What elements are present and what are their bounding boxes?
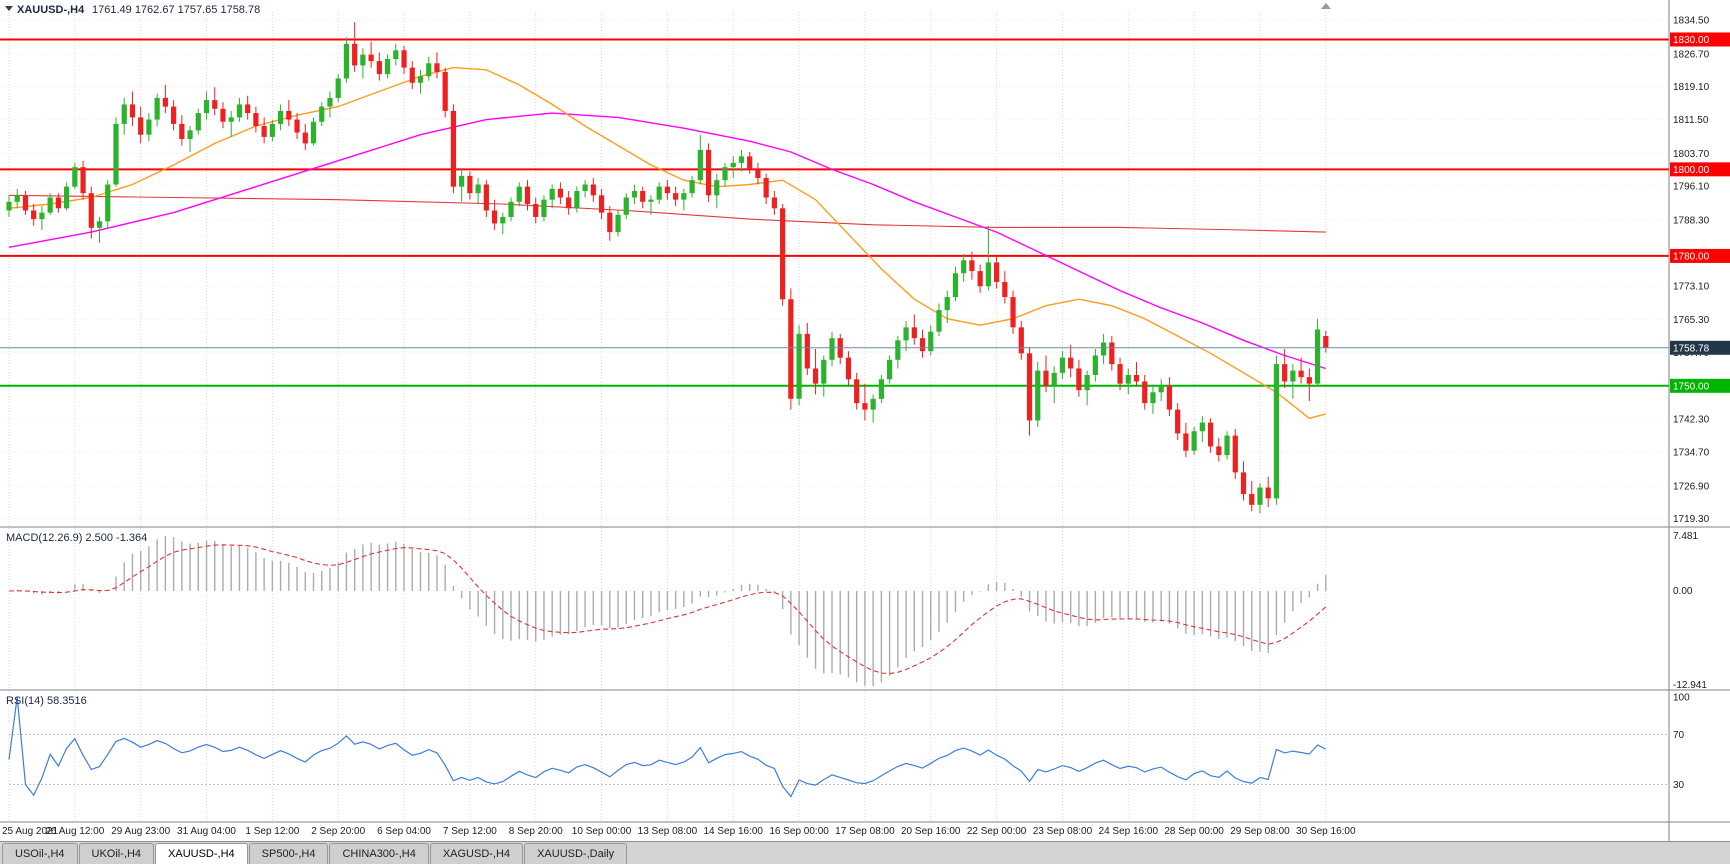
svg-text:6 Sep 04:00: 6 Sep 04:00 xyxy=(377,826,431,837)
svg-text:1719.30: 1719.30 xyxy=(1673,514,1710,525)
symbol-tab-bar: USOil-,H4 UKOil-,H4 XAUUSD-,H4 SP500-,H4 CHI… xyxy=(0,841,1730,864)
svg-text:1803.70: 1803.70 xyxy=(1673,149,1710,160)
symbol-tab-ukoil-h4[interactable]: UKOil-,H4 xyxy=(78,843,155,864)
svg-text:70: 70 xyxy=(1673,730,1685,741)
macd-indicator-panel[interactable] xyxy=(8,536,1327,687)
svg-text:1726.90: 1726.90 xyxy=(1673,481,1710,492)
svg-text:1780.00: 1780.00 xyxy=(1673,251,1710,262)
svg-text:24 Sep 16:00: 24 Sep 16:00 xyxy=(1099,826,1159,837)
symbol-tab-xauusd-h4[interactable]: XAUUSD-,H4 xyxy=(155,843,248,864)
svg-text:8 Sep 20:00: 8 Sep 20:00 xyxy=(509,826,563,837)
ma-slow-red xyxy=(8,194,1326,233)
svg-text:1819.10: 1819.10 xyxy=(1673,82,1710,93)
price-axis[interactable]: 1834.50 1826.70 1819.10 1811.50 1803.70 1796.… xyxy=(1670,16,1730,792)
rsi-indicator-panel[interactable] xyxy=(8,696,1669,798)
svg-text:7.481: 7.481 xyxy=(1673,531,1698,542)
svg-text:29 Aug 23:00: 29 Aug 23:00 xyxy=(111,826,170,837)
chart-ohlc-values: 1761.49 1762.67 1757.65 1758.78 xyxy=(92,4,260,16)
symbol-tab-sp500-h4[interactable]: SP500-,H4 xyxy=(248,843,329,864)
grid-lines xyxy=(0,12,1669,822)
svg-text:20 Sep 16:00: 20 Sep 16:00 xyxy=(901,826,961,837)
svg-text:26 Aug 12:00: 26 Aug 12:00 xyxy=(45,826,104,837)
svg-text:0.00: 0.00 xyxy=(1673,586,1693,597)
ma-medium-magenta xyxy=(8,112,1327,370)
svg-text:10 Sep 00:00: 10 Sep 00:00 xyxy=(572,826,632,837)
moving-average-lines xyxy=(8,66,1327,420)
svg-text:1758.78: 1758.78 xyxy=(1673,343,1710,354)
svg-text:13 Sep 08:00: 13 Sep 08:00 xyxy=(638,826,698,837)
candlestick-series xyxy=(6,22,1329,514)
svg-text:1 Sep 12:00: 1 Sep 12:00 xyxy=(245,826,299,837)
svg-text:1834.50: 1834.50 xyxy=(1673,16,1710,27)
svg-text:25 Aug 2021: 25 Aug 2021 xyxy=(2,826,59,837)
collapse-chart-icon[interactable] xyxy=(5,6,13,11)
rsi-indicator-label: RSI(14) 58.3516 xyxy=(6,695,87,707)
symbol-tab-xauusd-daily[interactable]: XAUUSD-,Daily xyxy=(524,843,628,864)
svg-text:1811.50: 1811.50 xyxy=(1673,115,1709,126)
svg-text:1750.00: 1750.00 xyxy=(1673,381,1710,392)
svg-text:1734.70: 1734.70 xyxy=(1673,448,1710,459)
svg-text:-12.941: -12.941 xyxy=(1673,680,1707,691)
svg-text:2 Sep 20:00: 2 Sep 20:00 xyxy=(311,826,365,837)
svg-text:1788.30: 1788.30 xyxy=(1673,215,1710,226)
svg-text:31 Aug 04:00: 31 Aug 04:00 xyxy=(177,826,236,837)
svg-text:1796.10: 1796.10 xyxy=(1673,182,1710,193)
svg-text:1826.70: 1826.70 xyxy=(1673,49,1710,60)
chart-symbol-label: XAUUSD-,H4 xyxy=(17,4,85,16)
svg-text:16 Sep 00:00: 16 Sep 00:00 xyxy=(769,826,829,837)
panel-dividers[interactable] xyxy=(0,0,1730,841)
svg-text:1800.00: 1800.00 xyxy=(1673,165,1710,176)
symbol-tab-china300-h4[interactable]: CHINA300-,H4 xyxy=(329,843,429,864)
chart-area[interactable]: 1834.50 1826.70 1819.10 1811.50 1803.70 1796.… xyxy=(0,0,1730,841)
svg-text:14 Sep 16:00: 14 Sep 16:00 xyxy=(703,826,763,837)
svg-text:29 Sep 08:00: 29 Sep 08:00 xyxy=(1230,826,1290,837)
svg-text:17 Sep 08:00: 17 Sep 08:00 xyxy=(835,826,895,837)
svg-text:22 Sep 00:00: 22 Sep 00:00 xyxy=(967,826,1027,837)
symbol-tab-xagusd-h4[interactable]: XAGUSD-,H4 xyxy=(429,843,524,864)
svg-text:1830.00: 1830.00 xyxy=(1673,35,1710,46)
svg-text:100: 100 xyxy=(1673,693,1690,704)
chart-shift-marker[interactable] xyxy=(1321,3,1331,9)
svg-text:23 Sep 08:00: 23 Sep 08:00 xyxy=(1033,826,1093,837)
macd-indicator-label: MACD(12.26.9) 2.500 -1.364 xyxy=(6,532,147,544)
svg-text:30 Sep 16:00: 30 Sep 16:00 xyxy=(1296,826,1356,837)
horizontal-level-lines[interactable] xyxy=(0,38,1669,387)
svg-text:1742.30: 1742.30 xyxy=(1673,415,1710,426)
svg-text:30: 30 xyxy=(1673,780,1685,791)
symbol-tab-usoil-h4[interactable]: USOil-,H4 xyxy=(2,843,78,864)
svg-text:1773.10: 1773.10 xyxy=(1673,281,1710,292)
svg-text:1765.30: 1765.30 xyxy=(1673,315,1710,326)
ma-fast-orange xyxy=(8,66,1326,420)
svg-text:7 Sep 12:00: 7 Sep 12:00 xyxy=(443,826,497,837)
svg-text:28 Sep 00:00: 28 Sep 00:00 xyxy=(1164,826,1224,837)
